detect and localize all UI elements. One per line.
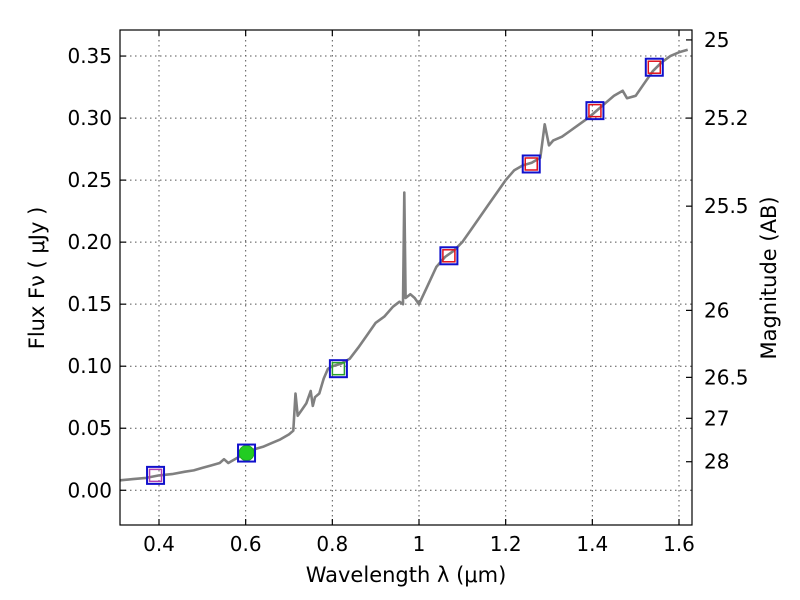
model-red-square-marker <box>647 60 662 74</box>
y-tick-label: 0.15 <box>67 292 112 316</box>
y-axis-title: Flux Fν ( μJy ) <box>25 207 49 350</box>
x-tick-labels: 0.4 0.6 0.8 1 1.2 1.4 1.6 <box>143 532 695 556</box>
y2-axis-title: Magnitude (AB) <box>757 196 781 359</box>
blue-square-marker <box>439 246 459 266</box>
y2-tick-label: 27 <box>704 406 729 430</box>
x-tick-label: 1.4 <box>576 532 608 556</box>
x-tick-label: 1.2 <box>490 532 522 556</box>
y-tick-label: 0.00 <box>67 478 112 502</box>
model-red-square-marker <box>524 157 538 171</box>
model-green-square-marker <box>331 361 346 376</box>
blue-square-marker <box>644 57 664 77</box>
y-tick-label: 0.10 <box>67 354 112 378</box>
blue-square-marker <box>237 443 257 463</box>
model-magenta-square-marker <box>148 468 163 483</box>
x-tick-label: 0.6 <box>230 532 262 556</box>
y-tick-label: 0.25 <box>67 168 112 192</box>
plot-frame <box>119 29 693 526</box>
y2-tick-label: 25.2 <box>704 106 749 130</box>
model-red-square-marker <box>588 103 602 118</box>
y2-tick-labels: 25 25.2 25.5 26 26.5 27 28 <box>704 28 749 474</box>
y-tick-label: 0.05 <box>67 416 112 440</box>
blue-square-marker <box>328 359 348 379</box>
x-tick-label: 0.8 <box>316 532 348 556</box>
y-tick-label: 0.20 <box>67 230 112 254</box>
markers-layer <box>146 57 664 485</box>
y2-tick-label: 26.5 <box>704 365 749 389</box>
x-tick-label: 1 <box>413 532 426 556</box>
y2-tick-label: 26 <box>704 298 729 322</box>
y-tick-label: 0.30 <box>67 106 112 130</box>
y-tick-label: 0.35 <box>67 44 112 68</box>
y2-tick-label: 28 <box>704 450 729 474</box>
blue-square-marker <box>521 154 541 174</box>
x-tick-label: 0.4 <box>143 532 175 556</box>
model-red-square-marker <box>442 249 456 263</box>
axis-ticks <box>120 30 692 525</box>
y2-tick-label: 25.5 <box>704 194 749 218</box>
blue-square-marker <box>146 465 166 485</box>
green-circle-marker <box>238 445 255 462</box>
y-tick-labels: 0.00 0.05 0.10 0.15 0.20 0.25 0.30 0.35 <box>67 44 112 502</box>
y2-tick-label: 25 <box>704 28 729 52</box>
x-axis-title: Wavelength λ (μm) <box>306 563 507 587</box>
blue-square-marker <box>585 101 605 121</box>
x-tick-label: 1.6 <box>663 532 695 556</box>
